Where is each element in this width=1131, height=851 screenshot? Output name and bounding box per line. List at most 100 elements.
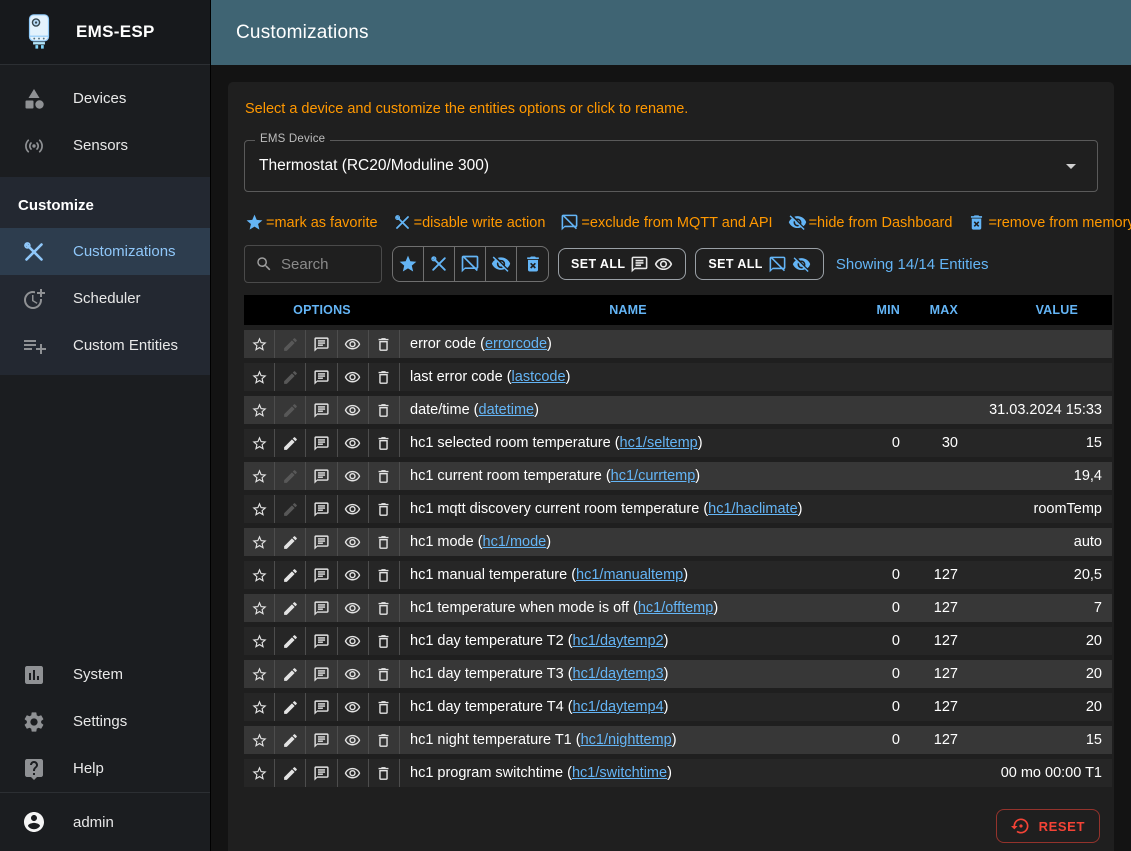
favorite-toggle[interactable] xyxy=(244,627,276,655)
favorite-toggle[interactable] xyxy=(244,396,276,424)
entity-shortname-link[interactable]: hc1/mode xyxy=(482,534,547,550)
entity-shortname-link[interactable]: lastcode xyxy=(511,369,566,385)
sidebar-item-customizations[interactable]: Customizations xyxy=(0,228,210,275)
entity-shortname-link[interactable]: hc1/manualtemp xyxy=(576,567,684,583)
sidebar-item-custom-entities[interactable]: Custom Entities xyxy=(0,322,210,369)
remove-toggle[interactable] xyxy=(369,363,401,391)
edit-toggle[interactable] xyxy=(275,759,307,787)
visibility-toggle[interactable] xyxy=(338,528,369,556)
remove-toggle[interactable] xyxy=(369,495,401,523)
edit-toggle[interactable] xyxy=(275,528,307,556)
visibility-toggle[interactable] xyxy=(338,693,369,721)
reset-button[interactable]: RESET xyxy=(995,809,1100,843)
favorite-toggle[interactable] xyxy=(244,726,276,754)
remove-toggle[interactable] xyxy=(369,462,401,490)
edit-toggle[interactable] xyxy=(275,594,307,622)
entity-shortname-link[interactable]: hc1/switchtime xyxy=(571,765,668,781)
entity-shortname-link[interactable]: hc1/nighttemp xyxy=(580,732,672,748)
entity-shortname-link[interactable]: datetime xyxy=(478,402,535,418)
sidebar-item-sensors[interactable]: Sensors xyxy=(0,122,210,169)
remove-toggle[interactable] xyxy=(369,759,401,787)
visibility-toggle[interactable] xyxy=(338,660,369,688)
remove-toggle[interactable] xyxy=(369,660,401,688)
mqtt-exclude-toggle[interactable] xyxy=(306,396,338,424)
mqtt-exclude-toggle[interactable] xyxy=(306,429,338,457)
filter-hide-dashboard-button[interactable] xyxy=(486,247,517,281)
sidebar-item-devices[interactable]: Devices xyxy=(0,75,210,122)
edit-toggle[interactable] xyxy=(275,660,307,688)
visibility-toggle[interactable] xyxy=(338,759,369,787)
favorite-toggle[interactable] xyxy=(244,759,276,787)
remove-toggle[interactable] xyxy=(369,693,401,721)
set-all-enable-button[interactable]: SET ALL xyxy=(558,248,687,280)
remove-toggle[interactable] xyxy=(369,528,401,556)
sensors-icon xyxy=(22,134,46,158)
favorite-toggle[interactable] xyxy=(244,363,276,391)
visibility-toggle[interactable] xyxy=(338,726,369,754)
mqtt-exclude-toggle[interactable] xyxy=(306,627,338,655)
edit-toggle[interactable] xyxy=(275,429,307,457)
entity-shortname-link[interactable]: hc1/daytemp3 xyxy=(572,666,664,682)
ems-device-select[interactable]: EMS Device Thermostat (RC20/Moduline 300… xyxy=(244,133,1098,192)
sidebar-item-help[interactable]: Help xyxy=(0,745,210,792)
sidebar-item-scheduler[interactable]: Scheduler xyxy=(0,275,210,322)
filter-exclude-mqtt-button[interactable] xyxy=(455,247,486,281)
mqtt-exclude-toggle[interactable] xyxy=(306,759,338,787)
star-border-icon xyxy=(251,699,268,716)
mqtt-exclude-toggle[interactable] xyxy=(306,330,338,358)
set-all-disable-button[interactable]: SET ALL xyxy=(695,248,824,280)
visibility-toggle[interactable] xyxy=(338,330,369,358)
favorite-toggle[interactable] xyxy=(244,429,276,457)
favorite-toggle[interactable] xyxy=(244,693,276,721)
edit-toggle[interactable] xyxy=(275,693,307,721)
favorite-toggle[interactable] xyxy=(244,462,276,490)
remove-toggle[interactable] xyxy=(369,561,401,589)
mqtt-exclude-toggle[interactable] xyxy=(306,693,338,721)
favorite-toggle[interactable] xyxy=(244,594,276,622)
mqtt-exclude-toggle[interactable] xyxy=(306,594,338,622)
mqtt-exclude-toggle[interactable] xyxy=(306,528,338,556)
visibility-toggle[interactable] xyxy=(338,594,369,622)
visibility-toggle[interactable] xyxy=(338,363,369,391)
remove-toggle[interactable] xyxy=(369,429,401,457)
entity-shortname-link[interactable]: hc1/daytemp4 xyxy=(572,699,664,715)
favorite-toggle[interactable] xyxy=(244,495,276,523)
sidebar-item-settings[interactable]: Settings xyxy=(0,698,210,745)
entity-shortname-link[interactable]: errorcode xyxy=(484,336,548,352)
edit-toggle[interactable] xyxy=(275,627,307,655)
mqtt-exclude-toggle[interactable] xyxy=(306,561,338,589)
remove-toggle[interactable] xyxy=(369,396,401,424)
edit-toggle[interactable] xyxy=(275,726,307,754)
entity-shortname-link[interactable]: hc1/offtemp xyxy=(637,600,714,616)
mqtt-exclude-toggle[interactable] xyxy=(306,462,338,490)
favorite-toggle[interactable] xyxy=(244,330,276,358)
entity-shortname-link[interactable]: hc1/haclimate xyxy=(708,501,798,517)
sidebar-item-system[interactable]: System xyxy=(0,651,210,698)
visibility-toggle[interactable] xyxy=(338,429,369,457)
mqtt-exclude-toggle[interactable] xyxy=(306,726,338,754)
favorite-toggle[interactable] xyxy=(244,660,276,688)
visibility-toggle[interactable] xyxy=(338,627,369,655)
filter-disable-write-button[interactable] xyxy=(424,247,455,281)
filter-remove-memory-button[interactable] xyxy=(517,247,548,281)
entity-shortname-link[interactable]: hc1/daytemp2 xyxy=(572,633,664,649)
mqtt-exclude-toggle[interactable] xyxy=(306,495,338,523)
filter-favorite-button[interactable] xyxy=(393,247,424,281)
entity-shortname-link[interactable]: hc1/seltemp xyxy=(619,435,698,451)
search-input[interactable] xyxy=(281,255,371,273)
remove-toggle[interactable] xyxy=(369,726,401,754)
edit-toggle[interactable] xyxy=(275,561,307,589)
remove-toggle[interactable] xyxy=(369,594,401,622)
remove-toggle[interactable] xyxy=(369,330,401,358)
mqtt-exclude-toggle[interactable] xyxy=(306,660,338,688)
favorite-toggle[interactable] xyxy=(244,561,276,589)
sidebar-item-admin[interactable]: admin xyxy=(0,793,210,851)
visibility-toggle[interactable] xyxy=(338,396,369,424)
mqtt-exclude-toggle[interactable] xyxy=(306,363,338,391)
visibility-toggle[interactable] xyxy=(338,561,369,589)
favorite-toggle[interactable] xyxy=(244,528,276,556)
remove-toggle[interactable] xyxy=(369,627,401,655)
entity-shortname-link[interactable]: hc1/currtemp xyxy=(610,468,696,484)
visibility-toggle[interactable] xyxy=(338,462,369,490)
visibility-toggle[interactable] xyxy=(338,495,369,523)
